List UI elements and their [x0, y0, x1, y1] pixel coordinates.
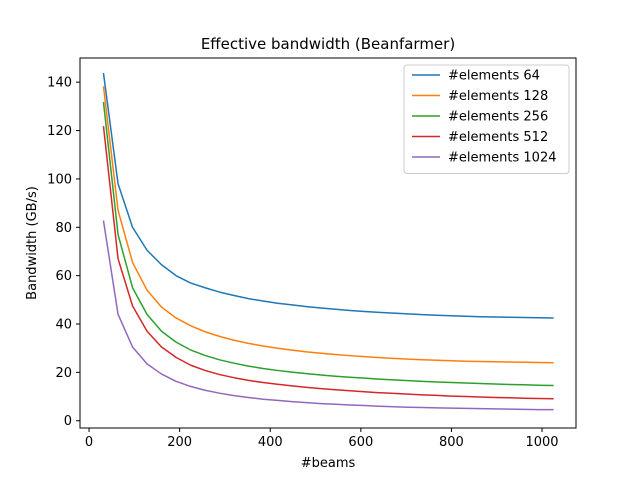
legend-label-3: #elements 512 [448, 130, 548, 145]
chart-title: Effective bandwidth (Beanfarmer) [201, 35, 455, 53]
x-tick-label-4: 800 [439, 435, 464, 450]
plot-area [102, 72, 554, 411]
x-tick-label-0: 0 [85, 435, 93, 450]
y-tick-label-5: 100 [47, 172, 72, 187]
y-tick-label-6: 120 [47, 124, 72, 139]
y-axis-label: Bandwidth (GB/s) [25, 186, 40, 300]
x-tick-label-1: 200 [167, 435, 192, 450]
y-tick-label-3: 60 [55, 269, 72, 284]
series-line-0 [102, 72, 554, 319]
legend-label-4: #elements 1024 [448, 151, 557, 166]
legend-box [403, 64, 570, 174]
series-line-2 [102, 101, 554, 387]
y-tick-label-2: 40 [55, 318, 72, 333]
y-tick-label-7: 140 [47, 76, 72, 91]
x-tick-label-5: 1000 [525, 435, 558, 450]
x-axis: 0 200 400 600 800 1000 [85, 428, 559, 450]
series-line-3 [102, 126, 554, 400]
axes-frame [79, 57, 577, 429]
x-tick-label-2: 400 [258, 435, 283, 450]
x-tick-label-3: 600 [348, 435, 373, 450]
series-line-4 [102, 220, 554, 411]
legend-label-2: #elements 256 [448, 110, 548, 125]
legend: #elements 64 #elements 128 #elements 256 #e… [403, 64, 570, 174]
y-axis: 0 20 40 60 80 100 120 140 [47, 76, 80, 429]
y-tick-label-0: 0 [64, 414, 72, 429]
y-tick-label-4: 80 [55, 221, 72, 236]
y-tick-label-1: 20 [55, 366, 72, 381]
legend-label-1: #elements 128 [448, 89, 548, 104]
legend-label-0: #elements 64 [448, 69, 540, 84]
series-line-1 [102, 86, 554, 364]
x-axis-label: #beams [301, 456, 356, 471]
